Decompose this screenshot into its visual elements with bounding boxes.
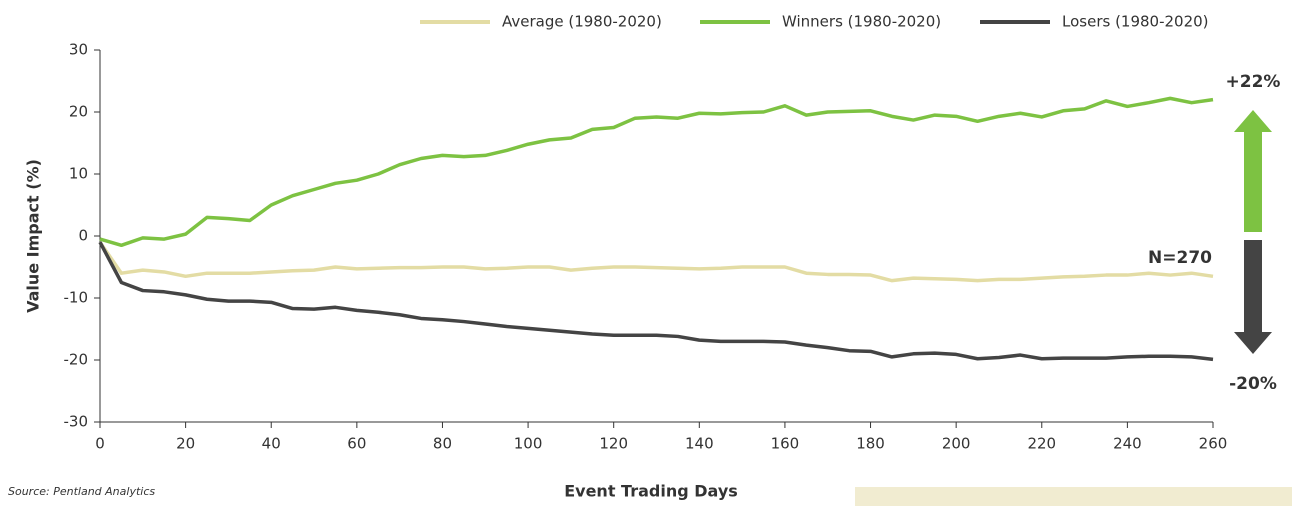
losers-annotation: -20% <box>1229 374 1277 394</box>
x-tick-label: 120 <box>599 435 628 453</box>
y-axis-label: Value Impact (%) <box>24 159 43 313</box>
y-tick-label: -30 <box>64 413 89 431</box>
legend-label: Average (1980-2020) <box>502 13 662 31</box>
x-tick-label: 140 <box>685 435 714 453</box>
up-arrow <box>1234 110 1272 232</box>
x-tick-label: 160 <box>771 435 800 453</box>
line-series <box>98 241 1214 362</box>
y-tick-label: 30 <box>69 41 88 59</box>
source: Source: Pentland Analytics <box>8 485 155 498</box>
winners-annotation: +22% <box>1226 72 1281 92</box>
x-tick-label: 0 <box>95 435 105 453</box>
x-tick-label: 40 <box>262 435 281 453</box>
y-tick-label: 10 <box>69 165 88 183</box>
count-annotation: N=270 <box>1148 248 1212 268</box>
y-tick-label: -20 <box>64 351 89 369</box>
footer-box <box>855 487 1292 506</box>
x-tick-label: 260 <box>1199 435 1228 453</box>
x-tick-label: 20 <box>176 435 195 453</box>
line-series <box>99 96 1214 248</box>
line-series <box>98 241 1214 283</box>
x-tick-label: 100 <box>514 435 543 453</box>
x-tick-label: 80 <box>433 435 452 453</box>
x-tick-label: 240 <box>1113 435 1142 453</box>
x-tick-label: 200 <box>942 435 971 453</box>
legend-label: Winners (1980-2020) <box>782 13 941 31</box>
down-arrow <box>1234 240 1272 354</box>
legend-label: Losers (1980-2020) <box>1062 13 1209 31</box>
y-tick-label: 0 <box>78 227 88 245</box>
x-tick-label: 60 <box>347 435 366 453</box>
y-tick-label: -10 <box>64 289 89 307</box>
x-tick-label: 220 <box>1027 435 1056 453</box>
x-axis-label: Event Trading Days <box>564 482 738 501</box>
x-tick-label: 180 <box>856 435 885 453</box>
y-tick-label: 20 <box>69 103 88 121</box>
